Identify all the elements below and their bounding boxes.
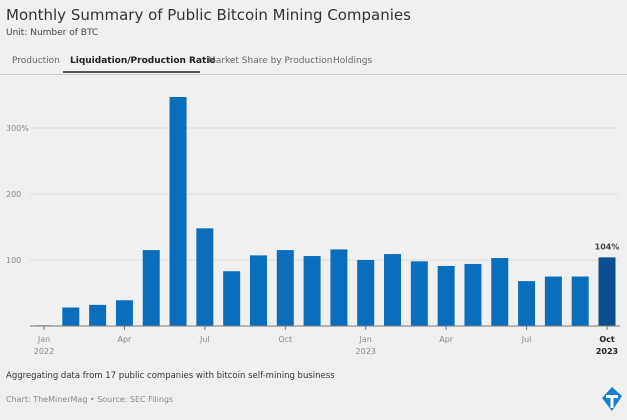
bar-jan-2023 <box>357 260 375 326</box>
bar-dec-2022 <box>330 249 348 326</box>
theminermag-logo-icon <box>602 387 622 411</box>
x-tick-label: Apr <box>118 335 133 344</box>
chart-subtitle: Unit: Number of BTC <box>6 28 99 38</box>
y-tick-label: 200 <box>6 190 21 199</box>
bar-jun-2023 <box>491 258 509 326</box>
bar-apr-2022 <box>115 300 133 326</box>
bar-apr-2023 <box>437 265 455 326</box>
bar-feb-2022 <box>62 307 80 326</box>
bar-jul-2023 <box>518 281 536 326</box>
tab-production[interactable]: Production <box>12 56 60 66</box>
chart-note: Aggregating data from 17 public companie… <box>6 371 335 381</box>
x-tick-label: Jan <box>37 335 50 344</box>
x-tick-label: Oct <box>599 335 615 344</box>
bar-may-2022 <box>142 250 160 326</box>
x-tick-year: 2023 <box>596 347 618 356</box>
chart-title: Monthly Summary of Public Bitcoin Mining… <box>6 6 411 24</box>
x-tick-label: Jan <box>359 335 372 344</box>
bar-oct-2022 <box>276 250 294 326</box>
bar-jul-2022 <box>196 228 214 326</box>
bar-nov-2022 <box>303 256 321 326</box>
y-tick-label: 300% <box>6 124 29 133</box>
tab-holdings[interactable]: Holdings <box>333 56 373 66</box>
tab-liquidation-ratio[interactable]: Liquidation/Production Ratio <box>70 56 216 66</box>
bar-may-2023 <box>464 263 482 326</box>
x-tick-label: Apr <box>439 335 454 344</box>
tab-bar: Production Liquidation/Production Ratio … <box>0 52 627 75</box>
bar-jun-2022 <box>169 96 187 326</box>
bar-aug-2022 <box>223 271 241 326</box>
data-label: 104% <box>595 242 620 251</box>
bar-chart: 100 200 300% Jan 2022 Apr Jul Oct Jan 2023 Apr Jul O… <box>6 96 620 356</box>
x-tick-label: Jul <box>199 335 210 344</box>
x-tick-label: Jul <box>521 335 532 344</box>
x-tick-year: 2022 <box>34 347 54 356</box>
bar-sep-2022 <box>249 255 267 326</box>
x-tick-label: Oct <box>278 335 292 344</box>
bar-aug-2023 <box>544 276 562 326</box>
bar-mar-2022 <box>89 304 107 326</box>
bar-sep-2023 <box>571 276 589 326</box>
active-tab-indicator <box>63 71 200 73</box>
chart-credit: Chart: TheMinerMag • Source: SEC Filings <box>6 395 174 404</box>
x-tick-year: 2023 <box>356 347 376 356</box>
bar-mar-2023 <box>410 261 428 326</box>
bar-feb-2023 <box>384 254 402 326</box>
bar-oct-2023 <box>598 257 616 326</box>
y-tick-label: 100 <box>6 256 21 265</box>
tab-market-share[interactable]: Market Share by Production <box>208 56 333 66</box>
